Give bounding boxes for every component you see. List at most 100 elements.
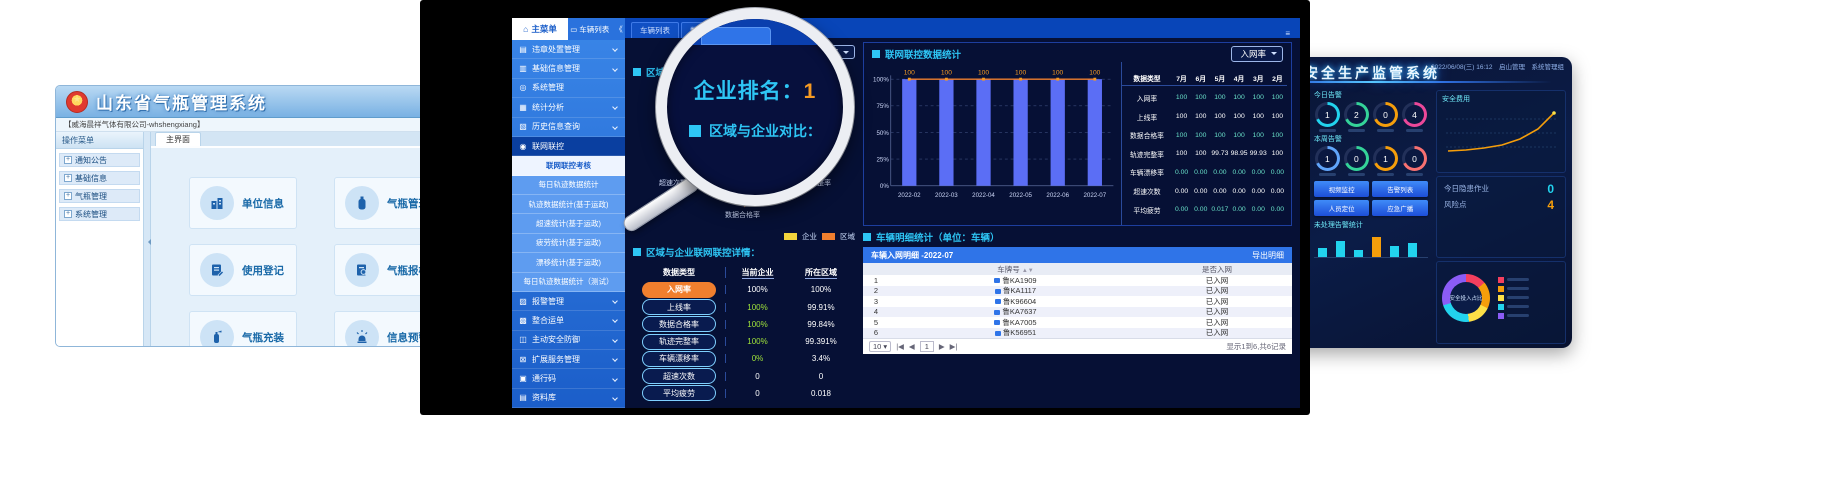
page-size-select[interactable]: 10 ▾ [869,341,892,352]
menu-item-pass-code[interactable]: ▣ 通行码 [512,369,625,389]
x-tick: 2022-07 [1084,192,1107,199]
submenu-speeding-stats[interactable]: 超速统计(基于运政) [512,214,625,234]
menu-item-active-safety[interactable]: ◫ 主动安全防御 [512,331,625,350]
tab-overflow-icon[interactable]: ≡ [1285,29,1290,38]
data-library-icon: ▤ [519,393,527,403]
submenu-daily-track-test[interactable]: 每日轨迹数据统计（测试） [512,272,625,292]
emergency-broadcast-button[interactable]: 应急广播 [1372,200,1428,216]
metric-pill-track[interactable]: 轨迹完整率 [642,333,716,350]
expand-icon[interactable]: + [64,192,72,200]
monthly-stats-table: 数据类型 7月 6月 5月 4月 3月 2月 入网率 100 100 100 100 100 100 上… [1121,62,1289,225]
menu-item-network-control[interactable]: ◉ 联网联控 [512,136,625,157]
vehicle-row[interactable]: 2 鲁KA1117 已入网 [863,285,1292,296]
expand-icon[interactable]: + [64,156,72,164]
plate-number: 鲁KA1909 [1002,275,1037,285]
vehicle-icon [994,278,1001,284]
video-monitor-button[interactable]: 视频监控 [1313,181,1370,197]
metric-pill-speeding[interactable]: 超速次数 [642,368,716,385]
metric-select[interactable]: 入网率 [1231,46,1283,62]
safety-cost-title: 安全费用 [1442,96,1470,103]
vehicle-row[interactable]: 6 鲁K56951 已入网 [863,327,1292,338]
tile-usage-register[interactable]: 使用登记 [189,244,297,296]
menu-item-violation[interactable]: ▤ 违章处置管理 [512,40,625,60]
next-page-button[interactable]: ▶ [938,342,945,351]
safety-cost-line-chart [1446,111,1556,152]
active-safety-icon: ◫ [519,335,527,345]
sort-icon[interactable]: ▲▼ [1021,267,1034,274]
tab-main[interactable]: 主界面 [155,132,201,146]
ring-value: 0 [1383,109,1388,120]
magnified-tab-fragment [701,27,771,45]
square-bullet-icon [872,50,880,58]
monthly-row-speeding: 超速次数 0.00 0.00 0.00 0.00 0.00 0.00 [1133,187,1285,197]
vehicle-row[interactable]: 1 鲁KA1909 已入网 [863,275,1292,286]
submenu-fatigue-stats[interactable]: 疲劳统计(基于运政) [512,233,625,254]
main-menu-tab[interactable]: ⌂ 主菜单 [512,18,568,40]
menu-item-system[interactable]: ◎ 系统管理 [512,79,625,99]
expand-icon[interactable]: + [64,210,72,218]
sidebar-item-label: 通知公告 [75,155,107,165]
submenu-track-stats-transport[interactable]: 轨迹数据统计(基于运政) [512,195,625,215]
first-page-button[interactable]: |◀ [896,342,904,351]
submenu-daily-track-stats[interactable]: 每日轨迹数据统计 [512,175,625,195]
tile-label: 气瓶管理 [387,197,429,210]
vehicle-row[interactable]: 4 鲁KA7637 已入网 [863,306,1292,317]
menu-item-history[interactable]: ▧ 历史信息查询 [512,118,625,137]
header-datetime: 2022/06/08(三) 16:12 启山管理 系统管理组 [1431,64,1564,71]
alert-list-button[interactable]: 告警列表 [1372,181,1428,197]
vehicle-table-header: 车牌号 ▲▼ 是否入网 [863,263,1292,275]
menu-item-waybill[interactable]: ▩ 整合运单 [512,311,625,331]
menu-item-extended-services[interactable]: ⊠ 扩展服务管理 [512,350,625,370]
gauge-ring: 1 [1372,146,1398,176]
sidebar: 操作菜单 + 通知公告 + 基础信息 + 气瓶管理 + 系统管理 [56,132,144,346]
export-button[interactable]: 导出明细 [1252,250,1284,260]
tile-cylinder-filling[interactable]: 气瓶充装 [189,311,297,346]
history-icon: ▧ [519,122,527,132]
chevron-down-icon [612,336,618,343]
stats-icon: ▦ [519,102,527,112]
collapse-icon[interactable]: 《 [615,24,623,34]
radar-axis-label-sw: 超速次数 [659,180,687,187]
risk-value: 4 [1547,197,1554,212]
prev-page-button[interactable]: ◀ [908,342,915,351]
chevron-down-icon [612,104,618,111]
last-page-button[interactable]: ▶| [949,342,958,351]
metric-pill-quality[interactable]: 数据合格率 [642,316,716,333]
menu-item-baseinfo[interactable]: ▥ 基础信息管理 [512,59,625,79]
vehicle-row[interactable]: 3 鲁K96604 已入网 [863,296,1292,307]
legend-item [1498,294,1529,301]
vehicle-row[interactable]: 5 鲁KA7005 已入网 [863,317,1292,328]
menu-item-alarm-mgmt[interactable]: ▨ 报警管理 [512,292,625,312]
sidebar-item-cylinder[interactable]: + 气瓶管理 [59,189,140,203]
vehicle-table: 车牌号 ▲▼ 是否入网 1 鲁KA1909 已入网 2 鲁KA1117 [863,263,1292,338]
personnel-locate-button[interactable]: 人员定位 [1313,200,1370,216]
metric-pill-network[interactable]: 入网率 [642,281,716,298]
menu-item-data-library[interactable]: ▤ 资料库 [512,389,625,408]
detail-row-fatigue: 平均疲劳 0 0.018 [633,385,855,402]
expand-icon[interactable]: + [64,174,72,182]
sidebar-item-notice[interactable]: + 通知公告 [59,153,140,167]
submenu-network-assessment[interactable]: 联网联控考核 [512,156,625,176]
monthly-row-drift: 车辆漂移率 0.00 0.00 0.00 0.00 0.00 0.00 [1130,168,1285,178]
network-status: 已入网 [1205,307,1229,317]
monthly-row-quality: 数据合格率 100 100 100 100 100 100 [1130,131,1284,141]
metric-pill-fatigue[interactable]: 平均疲劳 [642,385,716,402]
submenu-drift-stats[interactable]: 漂移统计(基于运政) [512,253,625,273]
bar-value-label: 100 [904,69,915,76]
sidebar-collapse-handle[interactable] [144,132,151,346]
sidebar-item-baseinfo[interactable]: + 基础信息 [59,171,140,185]
network-status: 已入网 [1205,296,1229,306]
menu-item-statistics[interactable]: ▦ 统计分析 [512,98,625,118]
magnifier: 企业排名：1 区域与企业对比： [656,8,854,206]
ring-label-stub [1376,173,1394,176]
tile-unit-info[interactable]: 单位信息 [189,177,297,229]
sidebar-item-system[interactable]: + 系统管理 [59,207,140,221]
metric-pill-online[interactable]: 上线率 [642,299,716,316]
metric-pill-drift[interactable]: 车辆漂移率 [642,350,716,367]
legend-item [1498,312,1529,319]
page-number-input[interactable]: 1 [919,341,934,352]
chevron-down-icon [612,123,618,130]
safety-dashboard-header: 安全生产监管系统 2022/06/08(三) 16:12 启山管理 系统管理组 [1172,57,1572,87]
vehicle-list-tab[interactable]: ▭ 车辆列表 《 [568,18,625,40]
